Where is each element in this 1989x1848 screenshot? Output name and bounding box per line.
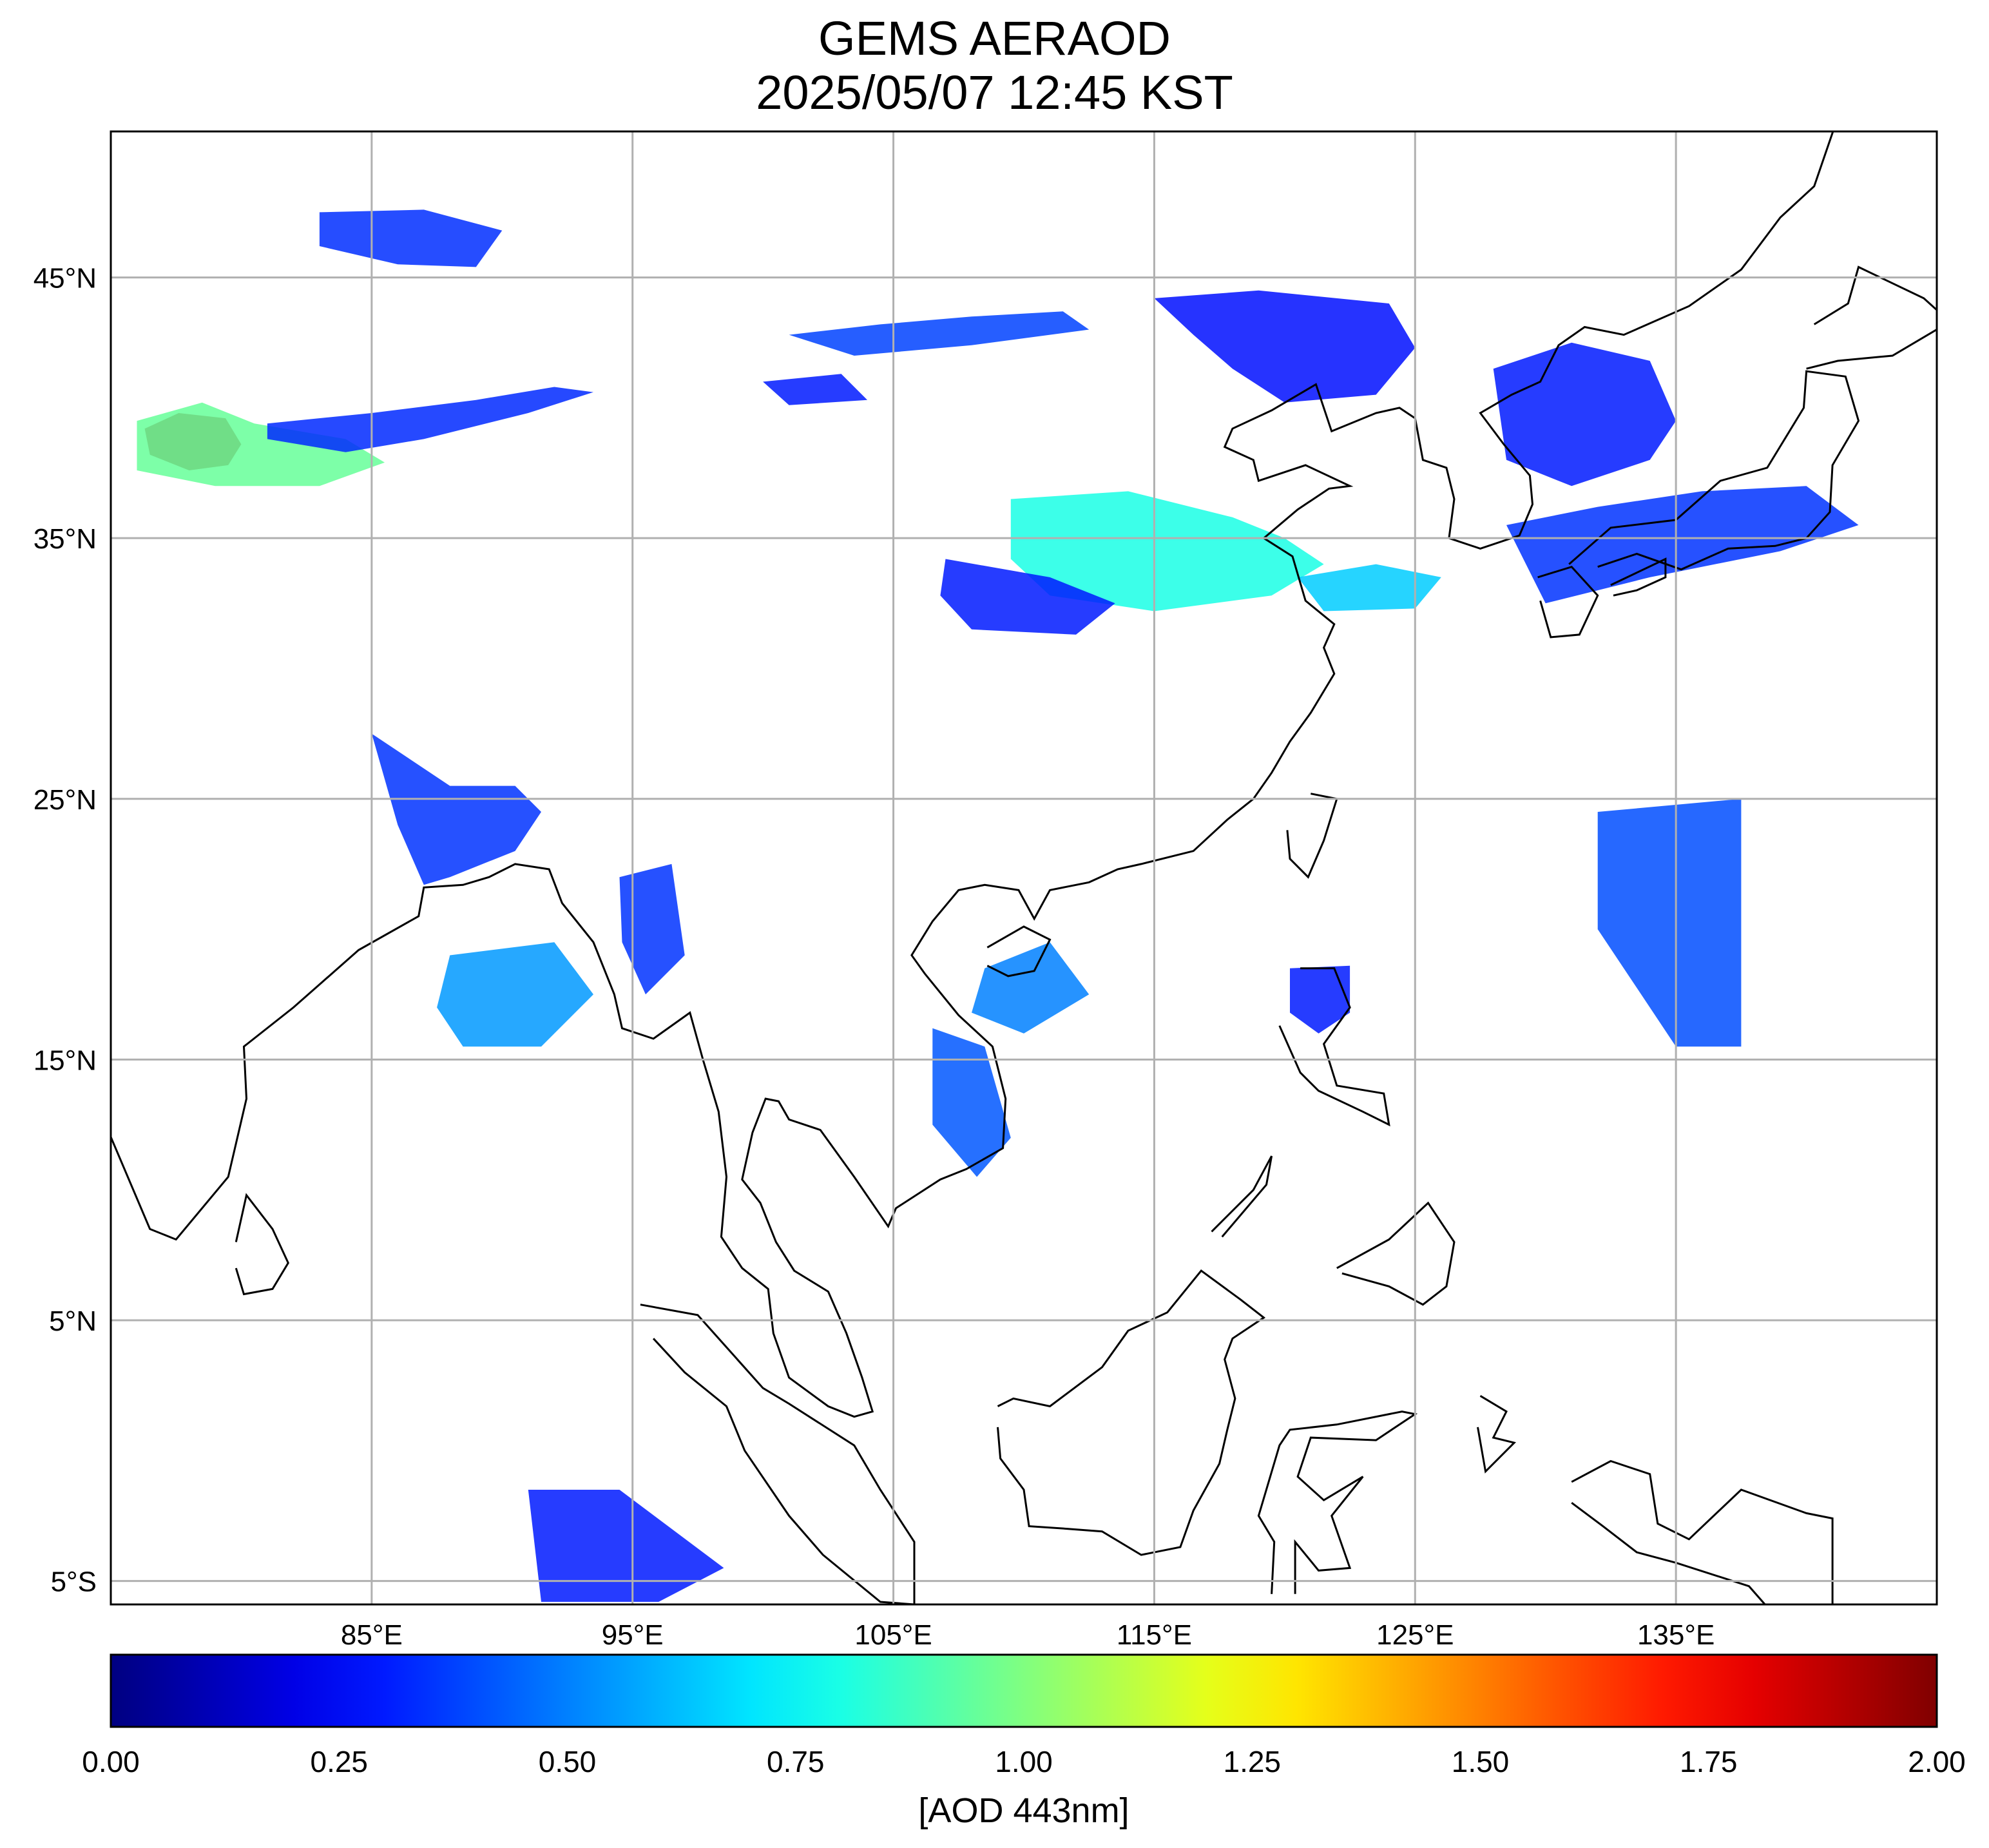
aod-plume-sichuan-huai (940, 559, 1115, 635)
latitude-tick-label: 45°N (34, 263, 97, 294)
aod-plume-dzungaria (319, 209, 503, 267)
aod-plume-north-china-plain (1010, 491, 1324, 611)
latitude-tick-label: 5°N (49, 1305, 97, 1337)
colorbar-tick-label: 1.00 (995, 1745, 1053, 1778)
coastline-new-guinea (1571, 1459, 1834, 1604)
coastline-honshu (1568, 370, 1860, 571)
aod-plume-south-china-sea-w (972, 942, 1090, 1034)
aod-plume-vietnam-coast (932, 1028, 1011, 1177)
colorbar-tick-label: 1.25 (1223, 1745, 1281, 1778)
colorbar-tick-label: 0.00 (82, 1745, 140, 1778)
aod-plume-myanmar (619, 863, 685, 995)
aod-plume-west-pacific (1597, 798, 1742, 1047)
aod-plume-yellow-sea (1298, 564, 1441, 611)
aod-plume-japan-sea (1493, 342, 1677, 486)
colorbar-tick-label: 0.25 (310, 1745, 368, 1778)
aod-plume-sumatra-sea (528, 1490, 724, 1602)
latitude-tick-label: 15°N (34, 1044, 97, 1076)
longitude-tick-label: 115°E (1117, 1619, 1192, 1651)
map-subtitle: 2025/05/07 12:45 KST (756, 66, 1233, 119)
map-title: GEMS AERAOD (818, 12, 1171, 65)
coastline-halmahera (1477, 1395, 1517, 1474)
coastline-india-coast (111, 131, 1834, 1418)
coastline-hainan (986, 925, 1052, 977)
coastline-sri-lanka (235, 1193, 289, 1296)
aod-plume-bangladesh (371, 733, 541, 885)
longitude-tick-label: 85°E (341, 1619, 403, 1651)
coastline-luzon (1278, 967, 1390, 1127)
latitude-tick-labels: 45°N 35°N 25°N 15°N 5°N 5°S (34, 263, 97, 1598)
aod-plume-taklamakan-margin (137, 402, 385, 486)
coastline-sumatra (640, 1304, 916, 1604)
aod-plume-philippines (1290, 965, 1350, 1034)
aod-plume-japan (1506, 486, 1859, 604)
graticule (111, 131, 1937, 1604)
colorbar-tick-labels: 0.00 0.25 0.50 0.75 1.00 1.25 1.50 1.75 2.00 (82, 1745, 1966, 1778)
coastline-borneo (997, 1269, 1266, 1556)
map-frame (110, 130, 1938, 1606)
aod-plume-gobi-south (763, 374, 868, 405)
colorbar-tick-label: 2.00 (1908, 1745, 1966, 1778)
colorbar-label: [AOD 443nm] (918, 1791, 1129, 1830)
longitude-tick-label: 135°E (1637, 1619, 1715, 1651)
colorbar-tick-label: 1.50 (1452, 1745, 1510, 1778)
colorbar-tick-label: 0.75 (767, 1745, 825, 1778)
aod-field (137, 209, 1859, 1602)
coastlines (111, 131, 1937, 1604)
coastline-kyushu (1537, 565, 1599, 639)
aod-plume-bay-of-bengal (437, 942, 593, 1047)
latitude-tick-label: 35°N (34, 523, 97, 555)
longitude-tick-label: 95°E (602, 1619, 664, 1651)
coastline-sulawesi (1257, 1410, 1418, 1594)
longitude-tick-label: 125°E (1376, 1619, 1454, 1651)
aod-plume-inner-mongolia (789, 311, 1090, 356)
aod-plume-tarim-north (267, 387, 593, 452)
aod-plume-northeast-china (1154, 290, 1416, 403)
coastline-hokkaido (1806, 265, 1937, 370)
colorbar-tick-label: 1.75 (1680, 1745, 1738, 1778)
coastline-taiwan (1286, 793, 1338, 879)
coastline-palawan (1211, 1155, 1273, 1238)
longitude-tick-label: 105°E (854, 1619, 932, 1651)
coastline-shikoku (1610, 557, 1667, 597)
latitude-tick-label: 5°S (51, 1566, 97, 1598)
colorbar-tick-label: 0.50 (539, 1745, 597, 1778)
longitude-tick-labels: 85°E 95°E 105°E 115°E 125°E 135°E (341, 1619, 1715, 1651)
coastline-mindanao (1336, 1201, 1456, 1306)
colorbar (110, 1653, 1938, 1728)
latitude-tick-label: 25°N (34, 784, 97, 816)
